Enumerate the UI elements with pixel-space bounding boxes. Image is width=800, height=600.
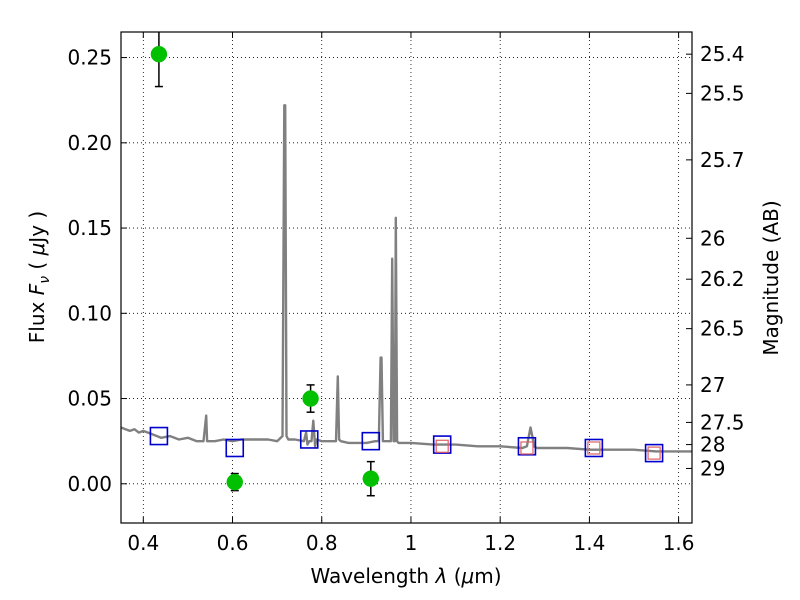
x-tick-label: 0.4 (127, 531, 159, 555)
y2-axis-title: Magnitude (AB) (759, 200, 783, 355)
observed-flux-point (150, 45, 168, 63)
y-tick-label: 0.25 (67, 46, 112, 70)
y2-tick-label: 28 (700, 433, 725, 457)
plot-frame (120, 31, 693, 524)
model-band-flux-square (644, 443, 664, 463)
model-band-flux-square (432, 435, 452, 454)
y2-tick-label: 26.5 (700, 317, 745, 341)
model-band-flux-square (584, 438, 604, 458)
y2-tick-label: 25.5 (700, 81, 745, 105)
y-tick-label: 0.00 (67, 472, 112, 496)
y2-tick-label: 27 (700, 373, 725, 397)
y-axis-title: Flux Fν ( μJy ) (25, 211, 53, 343)
model-spectrum-line (121, 104, 692, 453)
x-tick-label: 1.4 (573, 531, 605, 555)
y-tick-label: 0.15 (67, 216, 112, 240)
y-tick-label: 0.10 (67, 301, 112, 325)
y-tick-label: 0.20 (67, 131, 112, 155)
model-band-flux-square (149, 426, 169, 446)
y2-tick-label: 27.5 (700, 410, 745, 434)
y2-tick-label: 29 (700, 456, 725, 480)
band-flux-inner-square (435, 439, 449, 453)
observed-flux-point (302, 390, 319, 407)
x-tick-label: 0.8 (306, 531, 338, 555)
band-flux-inner-square (587, 441, 601, 455)
model-band-flux-square (225, 438, 245, 458)
x-tick-label: 1.6 (663, 531, 695, 555)
x-tick-label: 1.2 (484, 531, 516, 555)
y2-tick-label: 25.4 (700, 42, 745, 66)
model-band-flux-square (299, 430, 319, 449)
y-tick-label: 0.05 (67, 387, 112, 411)
model-band-flux-square (361, 431, 381, 451)
y2-tick-label: 26 (700, 226, 725, 250)
x-tick-label: 0.6 (217, 531, 249, 555)
x-tick-label: 1 (405, 531, 418, 555)
observed-flux-point (362, 470, 380, 487)
model-band-flux-square (517, 436, 537, 456)
band-flux-inner-square (647, 446, 661, 460)
observed-flux-point (226, 473, 244, 491)
band-flux-inner-square (520, 441, 534, 455)
y2-tick-label: 26.2 (700, 267, 745, 291)
y2-tick-label: 25.7 (700, 148, 745, 172)
axis-ticks: 0.4 0.6 0.8 1 1.2 1.4 1.6 0.00 0.05 0.10 0.15 0.20 0… (67, 32, 745, 555)
x-axis-title: Wavelength λ (μm) (310, 564, 501, 588)
plot-contents (121, 32, 692, 497)
